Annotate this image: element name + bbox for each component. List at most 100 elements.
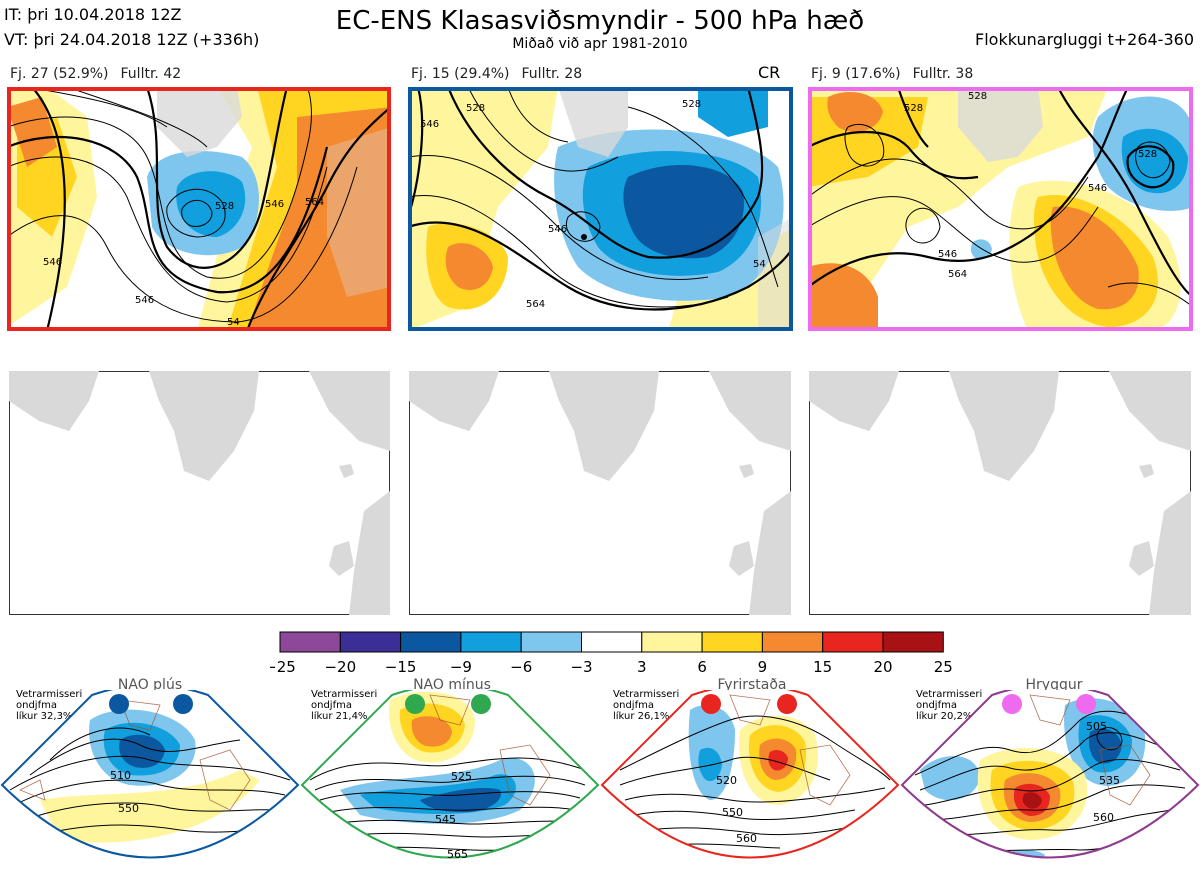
regime-2-note: Vetrarmisseri ondjfma líkur 21,4% <box>311 689 378 722</box>
cluster-2-label: Fj. 15 (29.4%) Fulltr. 28 <box>411 66 582 82</box>
page-title: EC-ENS Klasasviðsmyndir - 500 hPa hæð <box>335 6 865 36</box>
regime-2-map: 525 545 565 <box>300 690 600 861</box>
contour-label: 528 <box>904 103 923 114</box>
colorbar-tick-label: −3 <box>570 658 592 676</box>
land <box>339 464 354 478</box>
page-subtitle: Miðað við apr 1981-2010 <box>512 36 688 52</box>
contour-label: 546 <box>43 257 62 268</box>
colorbar-swatch <box>641 631 703 653</box>
cluster-2-rep: Fulltr. 28 <box>521 66 583 82</box>
colorbar-swatch <box>279 631 341 653</box>
anomaly-warm <box>1050 206 1139 310</box>
colorbar-tick-label: 25 <box>934 658 953 676</box>
colorbar-tick-label: 20 <box>873 658 892 676</box>
colorbar-tick-label: −9 <box>450 658 472 676</box>
colorbar-tick-label: 6 <box>697 658 707 676</box>
cluster-1-label: Fj. 27 (52.9%) Fulltr. 42 <box>10 66 181 82</box>
land <box>349 491 390 615</box>
regime-2-contour: 545 <box>435 813 456 826</box>
contour-label: 528 <box>466 103 485 114</box>
land <box>327 127 391 297</box>
contour-label: 546 <box>420 119 439 130</box>
cluster-3-rep: Fulltr. 38 <box>912 66 974 82</box>
regime-4-contour: 505 <box>1086 720 1107 733</box>
land <box>958 87 1043 162</box>
contour-label: 546 <box>938 249 957 260</box>
anomaly-cold <box>623 165 744 259</box>
colorbar-tick-label: −20 <box>324 658 356 676</box>
colorbar-swatch <box>701 631 763 653</box>
clustering-window: Flokkunargluggi t+264-360 <box>975 30 1194 49</box>
regime-4-markers <box>1002 694 1096 714</box>
contour-label: 564 <box>526 299 545 310</box>
colorbar-tick-label: 15 <box>813 658 832 676</box>
regime-1-contour: 550 <box>118 802 139 815</box>
colorbar-swatch <box>581 631 643 653</box>
valid-time: VT: þri 24.04.2018 12Z (+336h) <box>4 30 260 49</box>
contour-label: 528 <box>968 91 987 102</box>
anomaly-warm <box>445 243 493 291</box>
land <box>329 541 354 576</box>
regime-4-contour: 535 <box>1099 774 1120 787</box>
cluster-1-rep: Fulltr. 42 <box>120 66 182 82</box>
regime-1-title: NAO plús <box>117 677 183 693</box>
anomaly-warm <box>827 92 883 132</box>
land <box>309 371 390 451</box>
regime-2-title: NAO mínus <box>413 677 491 693</box>
initial-time: IT: þri 10.04.2018 12Z <box>4 5 182 24</box>
regime-3-title: Fyrirstaða <box>717 677 787 693</box>
anomaly-warm <box>247 107 391 331</box>
land <box>758 217 793 327</box>
cluster-3-border <box>808 87 1193 331</box>
land <box>149 371 259 481</box>
cluster-1-map: 546 564 528 546 54 546 <box>7 87 391 331</box>
empty-map-3 <box>809 371 1191 615</box>
regime-4-contour: 560 <box>1093 811 1114 824</box>
colorbar-swatch <box>520 631 582 653</box>
regime-2-markers <box>405 694 491 714</box>
colorbar-swatch <box>822 631 884 653</box>
anomaly-warm <box>808 263 878 331</box>
regime-1-map: 510 550 <box>0 690 300 859</box>
cluster-2-count: Fj. 15 (29.4%) <box>411 66 510 82</box>
colorbar-tick-label: −6 <box>510 658 532 676</box>
colorbar-swatch <box>761 631 824 653</box>
colorbar-swatch <box>882 631 944 653</box>
contour-label: 528 <box>1138 149 1157 160</box>
cluster-2-border <box>408 87 793 331</box>
colorbar-tick-label: −25 <box>270 658 296 676</box>
contour-label: 54 <box>753 259 766 270</box>
land <box>9 371 99 431</box>
contour-label: 546 <box>1088 183 1107 194</box>
regime-1-contour: 510 <box>110 769 131 782</box>
empty-map-1 <box>9 371 390 615</box>
regime-2-contour: 565 <box>447 848 468 861</box>
contour-label: 546 <box>135 295 154 306</box>
regime-3-markers <box>701 694 797 714</box>
regime-4-title: Hryggur <box>1025 677 1083 693</box>
regime-3-map: 520 550 560 <box>600 690 900 859</box>
colorbar-swatch <box>460 631 522 653</box>
cluster-3-label: Fj. 9 (17.6%) Fulltr. 38 <box>811 66 973 82</box>
regime-4-map: 505 535 560 <box>900 690 1200 859</box>
cluster-3-map: 546 564 528 546 528 528 <box>808 87 1193 331</box>
cluster-2-map: 546 546 564 528 54 528 <box>408 87 793 331</box>
regime-4-note: Vetrarmisseri ondjfma líkur 20,2% <box>916 689 983 722</box>
cluster-2-tag: CR <box>758 63 781 82</box>
cluster-1-count: Fj. 27 (52.9%) <box>10 66 109 82</box>
contour-label: 528 <box>215 201 234 212</box>
contour-label: 564 <box>948 269 967 280</box>
contour-label: 528 <box>682 99 701 110</box>
colorbar-tick-label: 3 <box>637 658 647 676</box>
regime-3-contour: 520 <box>716 774 737 787</box>
colorbar-tick-label: 9 <box>758 658 768 676</box>
regime-3-contour: 560 <box>736 832 757 845</box>
land <box>157 87 242 157</box>
contour-label: 564 <box>305 197 324 208</box>
anomaly-cold <box>970 239 992 260</box>
colorbar-swatch <box>400 631 462 653</box>
contour-label: 546 <box>265 199 284 210</box>
contour-label: 54 <box>227 317 240 328</box>
regime-2-contour: 525 <box>451 770 472 783</box>
colorbar-swatch <box>339 631 402 653</box>
